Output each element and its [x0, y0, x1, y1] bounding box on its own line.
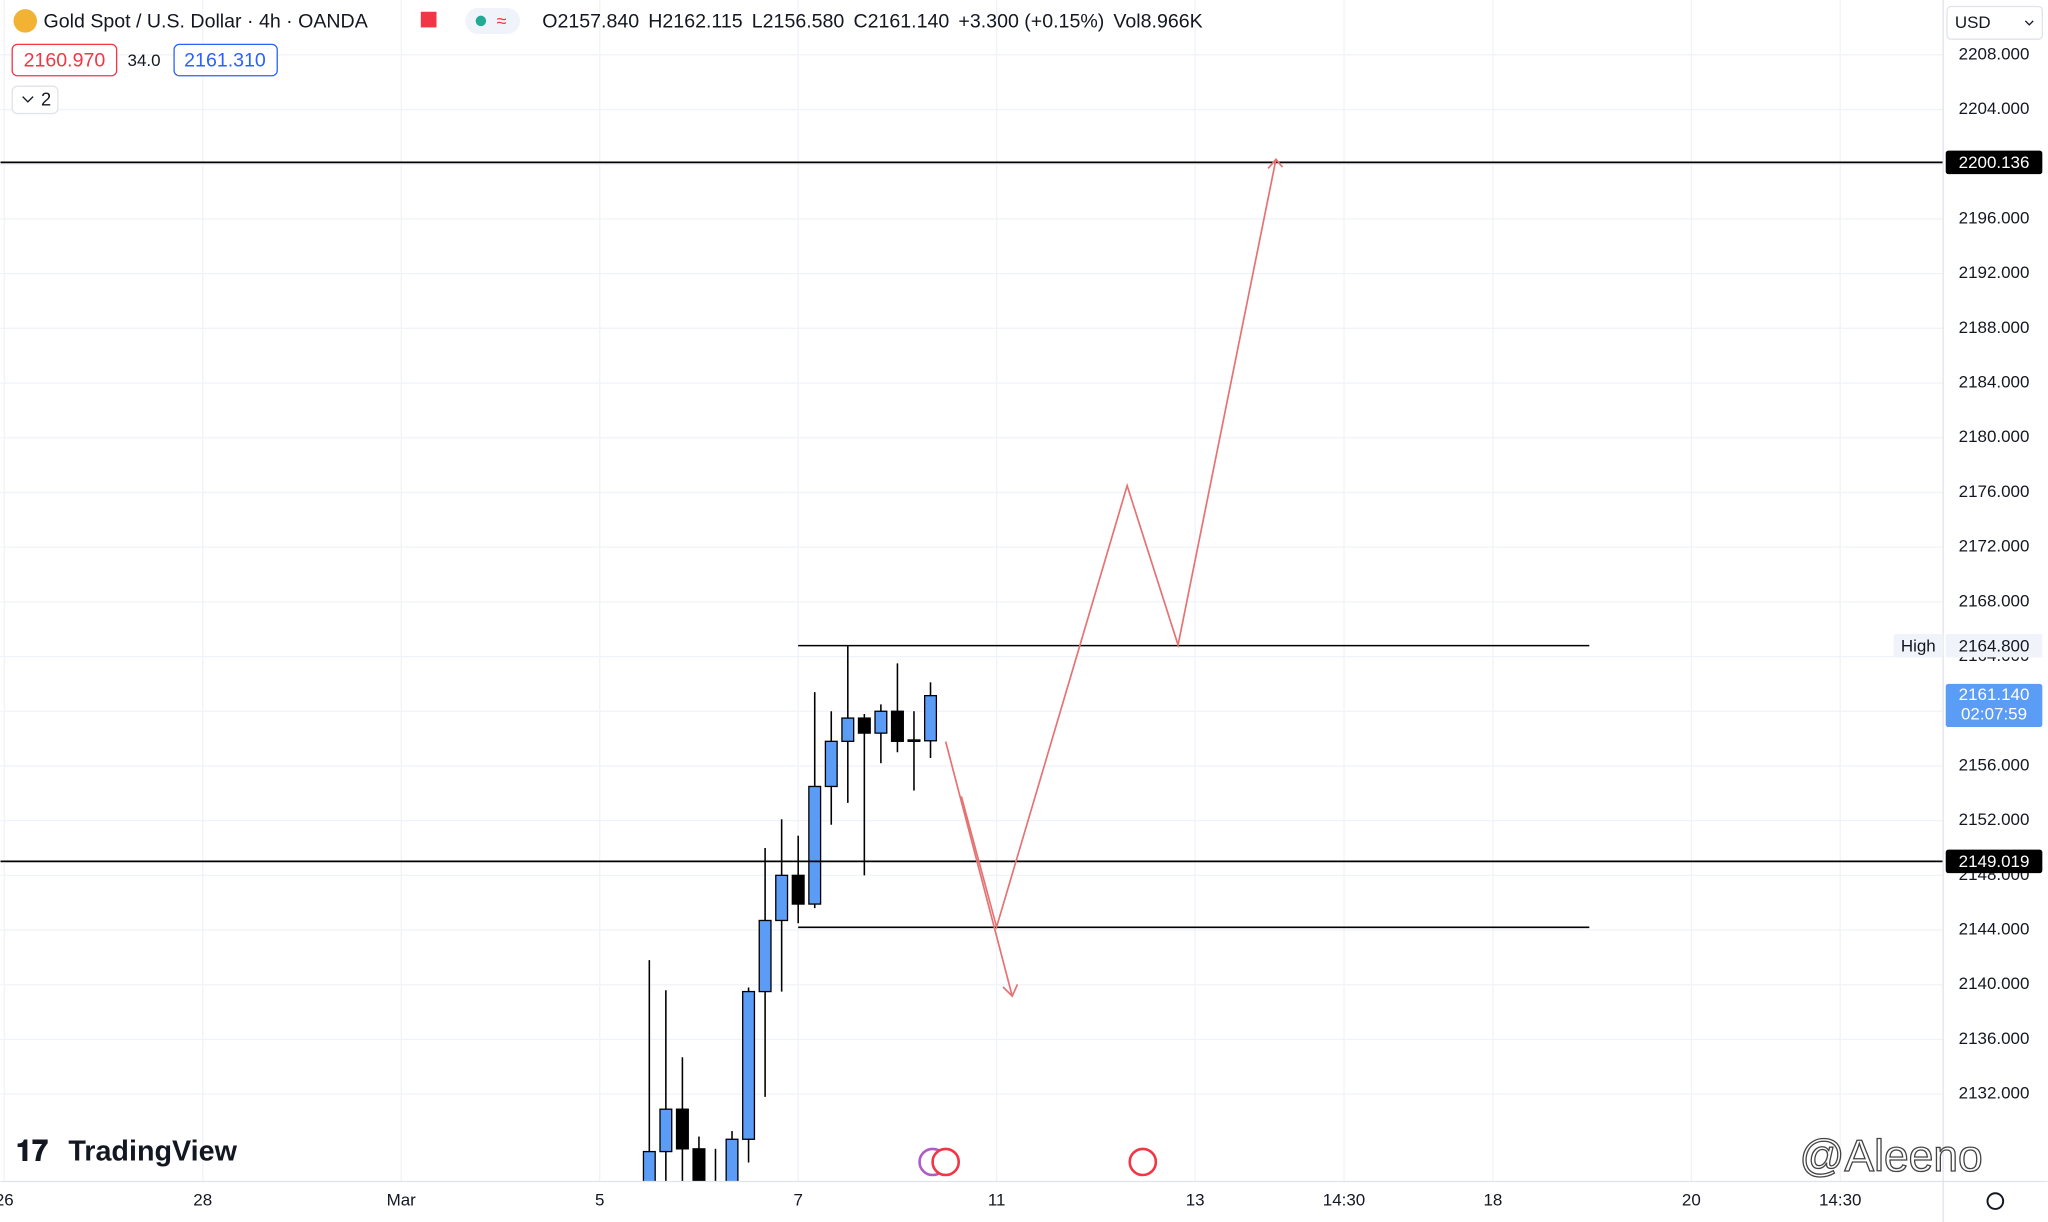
candle-body [675, 1108, 689, 1150]
candle-body [890, 710, 904, 742]
symbol-title: Gold Spot / U.S. Dollar · 4h · OANDA [44, 10, 369, 32]
level-label-bg [1945, 849, 2043, 874]
ohlc-value: L2156.580 [752, 10, 845, 32]
x-tick-label: Mar [387, 1191, 417, 1210]
level-label: 2200.136 [1959, 153, 2030, 172]
flag-icon [420, 11, 437, 28]
x-tick-label: 5 [595, 1191, 604, 1210]
candle-body [874, 710, 888, 734]
candle-body [791, 874, 805, 905]
level-label-bg [1945, 150, 2043, 175]
ohlc-value: C2161.140 [853, 10, 949, 32]
candle-body [808, 785, 822, 905]
logo-mark: 𝟏𝟕 [16, 1135, 48, 1167]
y-tick-label: 2184.000 [1959, 373, 2030, 392]
candle-body [824, 740, 838, 788]
currency[interactable]: USD [1955, 13, 1991, 32]
status-pill [465, 7, 521, 34]
y-tick-label: 2136.000 [1959, 1029, 2030, 1048]
last-price: 2161.140 [1959, 685, 2030, 704]
ohlc-value: +3.300 (+0.15%) [958, 10, 1104, 32]
buy-button[interactable] [173, 43, 278, 77]
level-label: 2149.019 [1959, 852, 2030, 871]
currency-select[interactable] [1946, 5, 2043, 40]
symbol-icon [13, 9, 37, 33]
x-tick-label: 11 [988, 1191, 1006, 1210]
candle-body [742, 990, 756, 1140]
sell-button[interactable] [11, 43, 118, 77]
x-tick-label: 26 [0, 1191, 14, 1210]
y-tick-label: 2208.000 [1959, 44, 2030, 63]
y-tick-label: 2168.000 [1959, 591, 2030, 610]
y-tick-label: 2156.000 [1959, 755, 2030, 774]
x-tick-label: 18 [1483, 1191, 1502, 1210]
candle-body [692, 1148, 706, 1182]
last-price-bg [1945, 683, 2043, 727]
range-name: High [1901, 636, 1936, 655]
candle-body [841, 717, 855, 742]
axes: 2132.0002136.0002140.0002144.0002148.000… [0, 44, 2043, 1210]
logo: TradingView [68, 1135, 237, 1167]
range-label: 2164.800 [1959, 636, 2030, 655]
y-tick-label: 2192.000 [1959, 263, 2030, 282]
plot-area [0, 161, 1944, 1182]
candle-body [758, 919, 772, 993]
ohlc-value: O2157.840 [542, 10, 639, 32]
y-tick-label: 2152.000 [1959, 810, 2030, 829]
x-tick-label: 7 [793, 1191, 802, 1210]
candle-body [907, 739, 921, 742]
candle-body [642, 1150, 656, 1182]
y-tick-label: 2196.000 [1959, 208, 2030, 227]
down-arrow [944, 741, 1019, 998]
y-tick-label: 2172.000 [1959, 537, 2030, 556]
range-name-bg [1893, 633, 1944, 658]
y-tick-label: 2176.000 [1959, 482, 2030, 501]
y-tick-label: 2188.000 [1959, 318, 2030, 337]
event-icon[interactable] [1128, 1147, 1158, 1177]
countdown: 02:07:59 [1961, 705, 2027, 724]
grid [0, 0, 1944, 1182]
ohlc-value: Vol8.966K [1113, 10, 1202, 32]
y-tick-label: 2180.000 [1959, 427, 2030, 446]
sell-price[interactable]: 2160.970 [24, 50, 106, 72]
status-dot [475, 15, 487, 27]
candle-body [659, 1108, 673, 1153]
indicator-count[interactable]: 2 [41, 88, 51, 109]
candle-body [923, 694, 938, 742]
projection-drawing [944, 157, 1284, 998]
watermark: @Aleeno [1799, 1132, 1982, 1181]
x-tick-label: 20 [1682, 1191, 1701, 1210]
ohlc-value: H2162.115 [648, 10, 742, 32]
x-tick-label: 13 [1186, 1191, 1205, 1210]
y-tick-label: 2144.000 [1959, 920, 2030, 939]
up-path [960, 157, 1284, 931]
y-tick-label: 2132.000 [1959, 1084, 2030, 1103]
candle-body [857, 717, 871, 734]
chevron [2024, 20, 2034, 26]
status-icon: ≈ [497, 10, 507, 31]
settings-icon[interactable] [1986, 1192, 2005, 1210]
candle-body [775, 874, 789, 922]
ohlc-values: O2157.840 H2162.115 L2156.580 C2161.140 +3.3… [542, 10, 1202, 32]
y-tick-label: 2204.000 [1959, 99, 2030, 118]
range-label-bg [1945, 633, 2043, 658]
chevron [22, 96, 34, 103]
spread: 34.0 [128, 51, 161, 70]
indicator-toggle[interactable] [11, 85, 59, 115]
x-tick-label: 28 [193, 1191, 212, 1210]
event-icon[interactable] [931, 1147, 961, 1177]
x-tick-label: 14:30 [1323, 1191, 1365, 1210]
x-tick-label: 14:30 [1819, 1191, 1861, 1210]
y-tick-label: 2140.000 [1959, 974, 2030, 993]
candle-body [725, 1138, 739, 1182]
buy-price[interactable]: 2161.310 [184, 50, 266, 72]
